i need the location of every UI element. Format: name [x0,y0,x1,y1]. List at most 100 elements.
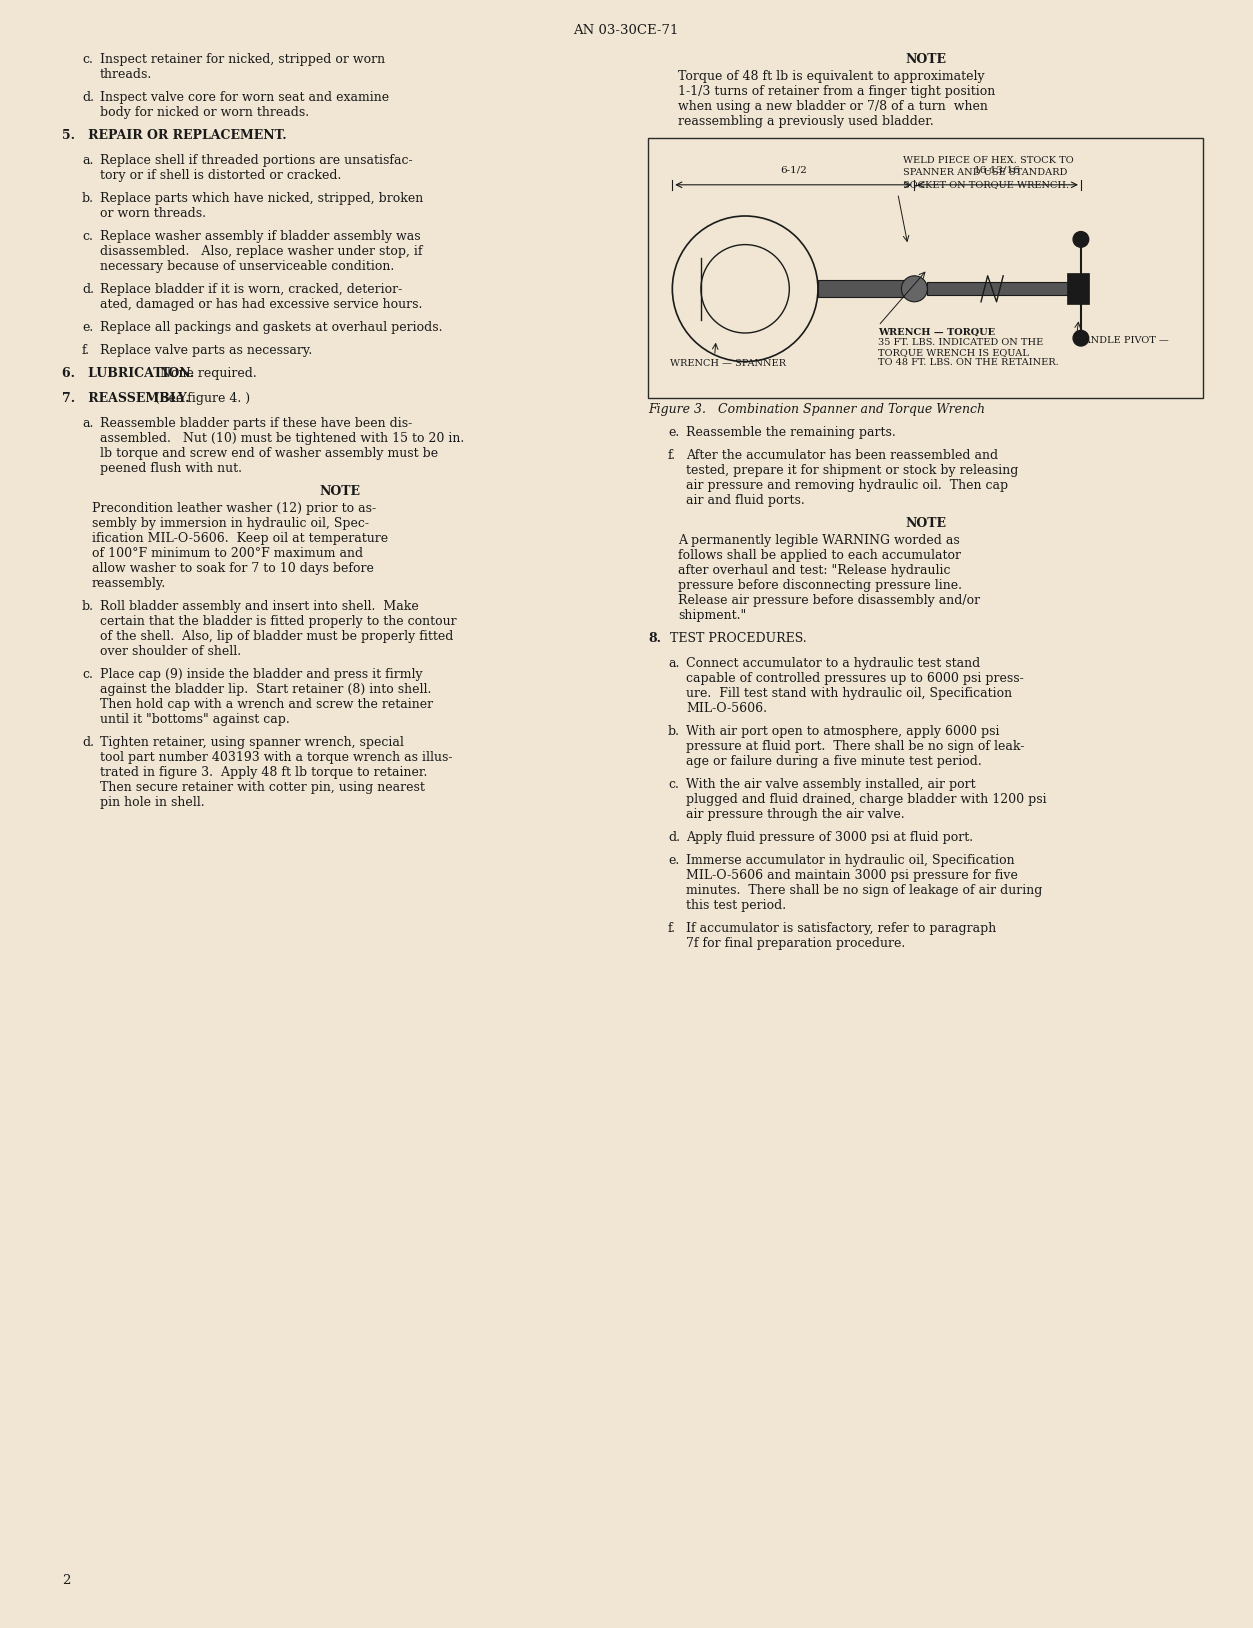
Text: Replace shell if threaded portions are unsatisfac-: Replace shell if threaded portions are u… [100,155,412,168]
Text: Inspect valve core for worn seat and examine: Inspect valve core for worn seat and exa… [100,91,390,104]
Text: reassembling a previously used bladder.: reassembling a previously used bladder. [678,116,933,129]
Text: allow washer to soak for 7 to 10 days before: allow washer to soak for 7 to 10 days be… [91,562,373,575]
Text: or worn threads.: or worn threads. [100,207,205,220]
Text: Apply fluid pressure of 3000 psi at fluid port.: Apply fluid pressure of 3000 psi at flui… [685,830,974,843]
Text: 7.   REASSEMBLY.: 7. REASSEMBLY. [61,392,189,405]
Text: Place cap (9) inside the bladder and press it firmly: Place cap (9) inside the bladder and pre… [100,667,422,681]
Text: Figure 3.   Combination Spanner and Torque Wrench: Figure 3. Combination Spanner and Torque… [648,404,985,417]
Text: tory or if shell is distorted or cracked.: tory or if shell is distorted or cracked… [100,169,341,182]
Text: AN 03-30CE-71: AN 03-30CE-71 [574,23,679,36]
Text: f.: f. [668,449,677,462]
Bar [1068,274,1089,304]
Text: MIL-O-5606 and maintain 3000 psi pressure for five: MIL-O-5606 and maintain 3000 psi pressur… [685,869,1017,882]
Text: 35 FT. LBS. INDICATED ON THE: 35 FT. LBS. INDICATED ON THE [878,339,1044,347]
Text: peened flush with nut.: peened flush with nut. [100,462,242,475]
Text: Replace valve parts as necessary.: Replace valve parts as necessary. [100,344,312,357]
Text: 8.: 8. [648,632,662,645]
Text: air and fluid ports.: air and fluid ports. [685,493,804,506]
Text: SPANNER AND USE STANDARD: SPANNER AND USE STANDARD [903,168,1068,177]
Text: c.: c. [81,54,93,67]
Text: With air port open to atmosphere, apply 6000 psi: With air port open to atmosphere, apply … [685,724,1000,737]
Text: d.: d. [668,830,680,843]
Text: Immerse accumulator in hydraulic oil, Specification: Immerse accumulator in hydraulic oil, Sp… [685,855,1015,868]
Text: After the accumulator has been reassembled and: After the accumulator has been reassembl… [685,449,999,462]
Text: NOTE: NOTE [905,518,946,531]
Circle shape [1073,231,1089,247]
Text: air pressure and removing hydraulic oil.  Then cap: air pressure and removing hydraulic oil.… [685,479,1009,492]
Text: e.: e. [668,427,679,440]
Text: of the shell.  Also, lip of bladder must be properly fitted: of the shell. Also, lip of bladder must … [100,630,454,643]
Text: f.: f. [668,921,677,934]
Text: Tighten retainer, using spanner wrench, special: Tighten retainer, using spanner wrench, … [100,736,403,749]
Bar [818,280,915,298]
Text: SOCKET ON TORQUE WRENCH.: SOCKET ON TORQUE WRENCH. [903,179,1069,189]
Text: Torque of 48 ft lb is equivalent to approximately: Torque of 48 ft lb is equivalent to appr… [678,70,985,83]
Text: 2: 2 [61,1574,70,1587]
Text: TORQUE WRENCH IS EQUAL: TORQUE WRENCH IS EQUAL [878,348,1029,357]
Text: e.: e. [81,321,93,334]
Text: shipment.": shipment." [678,609,747,622]
Text: threads.: threads. [100,68,153,81]
Text: over shoulder of shell.: over shoulder of shell. [100,645,241,658]
Text: minutes.  There shall be no sign of leakage of air during: minutes. There shall be no sign of leaka… [685,884,1042,897]
Text: assembled.   Nut (10) must be tightened with 15 to 20 in.: assembled. Nut (10) must be tightened wi… [100,431,465,444]
Text: 7f for final preparation procedure.: 7f for final preparation procedure. [685,938,905,951]
Text: MIL-O-5606.: MIL-O-5606. [685,702,767,715]
Text: With the air valve assembly installed, air port: With the air valve assembly installed, a… [685,778,976,791]
Text: a.: a. [81,417,94,430]
Text: capable of controlled pressures up to 6000 psi press-: capable of controlled pressures up to 60… [685,672,1024,685]
Text: when using a new bladder or 7/8 of a turn  when: when using a new bladder or 7/8 of a tur… [678,99,987,112]
Text: Then hold cap with a wrench and screw the retainer: Then hold cap with a wrench and screw th… [100,698,434,711]
Text: lb torque and screw end of washer assembly must be: lb torque and screw end of washer assemb… [100,448,439,461]
Text: d.: d. [81,91,94,104]
Text: trated in figure 3.  Apply 48 ft lb torque to retainer.: trated in figure 3. Apply 48 ft lb torqu… [100,767,427,780]
Text: TEST PROCEDURES.: TEST PROCEDURES. [658,632,807,645]
Text: after overhaul and test: "Release hydraulic: after overhaul and test: "Release hydrau… [678,563,951,576]
Text: against the bladder lip.  Start retainer (8) into shell.: against the bladder lip. Start retainer … [100,684,431,697]
Text: 5.   REPAIR OR REPLACEMENT.: 5. REPAIR OR REPLACEMENT. [61,129,287,142]
Text: (See figure 4. ): (See figure 4. ) [143,392,249,405]
Text: Connect accumulator to a hydraulic test stand: Connect accumulator to a hydraulic test … [685,658,980,671]
Text: b.: b. [668,724,680,737]
Text: Replace parts which have nicked, stripped, broken: Replace parts which have nicked, strippe… [100,192,424,205]
Text: tested, prepare it for shipment or stock by releasing: tested, prepare it for shipment or stock… [685,464,1019,477]
Text: HANDLE PIVOT —: HANDLE PIVOT — [1075,337,1169,345]
Text: 1-1/3 turns of retainer from a finger tight position: 1-1/3 turns of retainer from a finger ti… [678,85,995,98]
Text: until it "bottoms" against cap.: until it "bottoms" against cap. [100,713,289,726]
Text: plugged and fluid drained, charge bladder with 1200 psi: plugged and fluid drained, charge bladde… [685,793,1046,806]
Text: tool part number 403193 with a torque wrench as illus-: tool part number 403193 with a torque wr… [100,751,452,764]
Text: c.: c. [668,778,679,791]
Text: Replace washer assembly if bladder assembly was: Replace washer assembly if bladder assem… [100,230,421,243]
Text: f.: f. [81,344,90,357]
Text: Precondition leather washer (12) prior to as-: Precondition leather washer (12) prior t… [91,501,376,514]
Text: ated, damaged or has had excessive service hours.: ated, damaged or has had excessive servi… [100,298,422,311]
Text: If accumulator is satisfactory, refer to paragraph: If accumulator is satisfactory, refer to… [685,921,996,934]
Text: of 100°F minimum to 200°F maximum and: of 100°F minimum to 200°F maximum and [91,547,363,560]
Text: ification MIL-O-5606.  Keep oil at temperature: ification MIL-O-5606. Keep oil at temper… [91,532,388,545]
Text: this test period.: this test period. [685,899,786,912]
Text: pressure at fluid port.  There shall be no sign of leak-: pressure at fluid port. There shall be n… [685,741,1025,754]
Text: ure.  Fill test stand with hydraulic oil, Specification: ure. Fill test stand with hydraulic oil,… [685,687,1012,700]
Text: age or failure during a five minute test period.: age or failure during a five minute test… [685,755,982,768]
Text: body for nicked or worn threads.: body for nicked or worn threads. [100,106,309,119]
Text: NOTE: NOTE [320,485,360,498]
Text: Reassemble the remaining parts.: Reassemble the remaining parts. [685,427,896,440]
Text: Roll bladder assembly and insert into shell.  Make: Roll bladder assembly and insert into sh… [100,601,419,614]
Text: air pressure through the air valve.: air pressure through the air valve. [685,807,905,821]
Text: a.: a. [81,155,94,168]
Text: None required.: None required. [148,366,257,379]
Bar [648,138,1203,397]
Text: b.: b. [81,192,94,205]
Text: Release air pressure before disassembly and/or: Release air pressure before disassembly … [678,594,980,607]
Text: pressure before disconnecting pressure line.: pressure before disconnecting pressure l… [678,580,962,593]
Text: WRENCH — SPANNER: WRENCH — SPANNER [670,360,786,368]
Text: reassembly.: reassembly. [91,576,167,589]
Text: d.: d. [81,736,94,749]
Text: d.: d. [81,283,94,296]
Text: NOTE: NOTE [905,54,946,67]
Text: WRENCH — TORQUE: WRENCH — TORQUE [878,327,995,337]
Text: Then secure retainer with cotter pin, using nearest: Then secure retainer with cotter pin, us… [100,781,425,794]
Text: Replace all packings and gaskets at overhaul periods.: Replace all packings and gaskets at over… [100,321,442,334]
Text: TO 48 FT. LBS. ON THE RETAINER.: TO 48 FT. LBS. ON THE RETAINER. [878,358,1059,368]
Circle shape [901,275,927,301]
